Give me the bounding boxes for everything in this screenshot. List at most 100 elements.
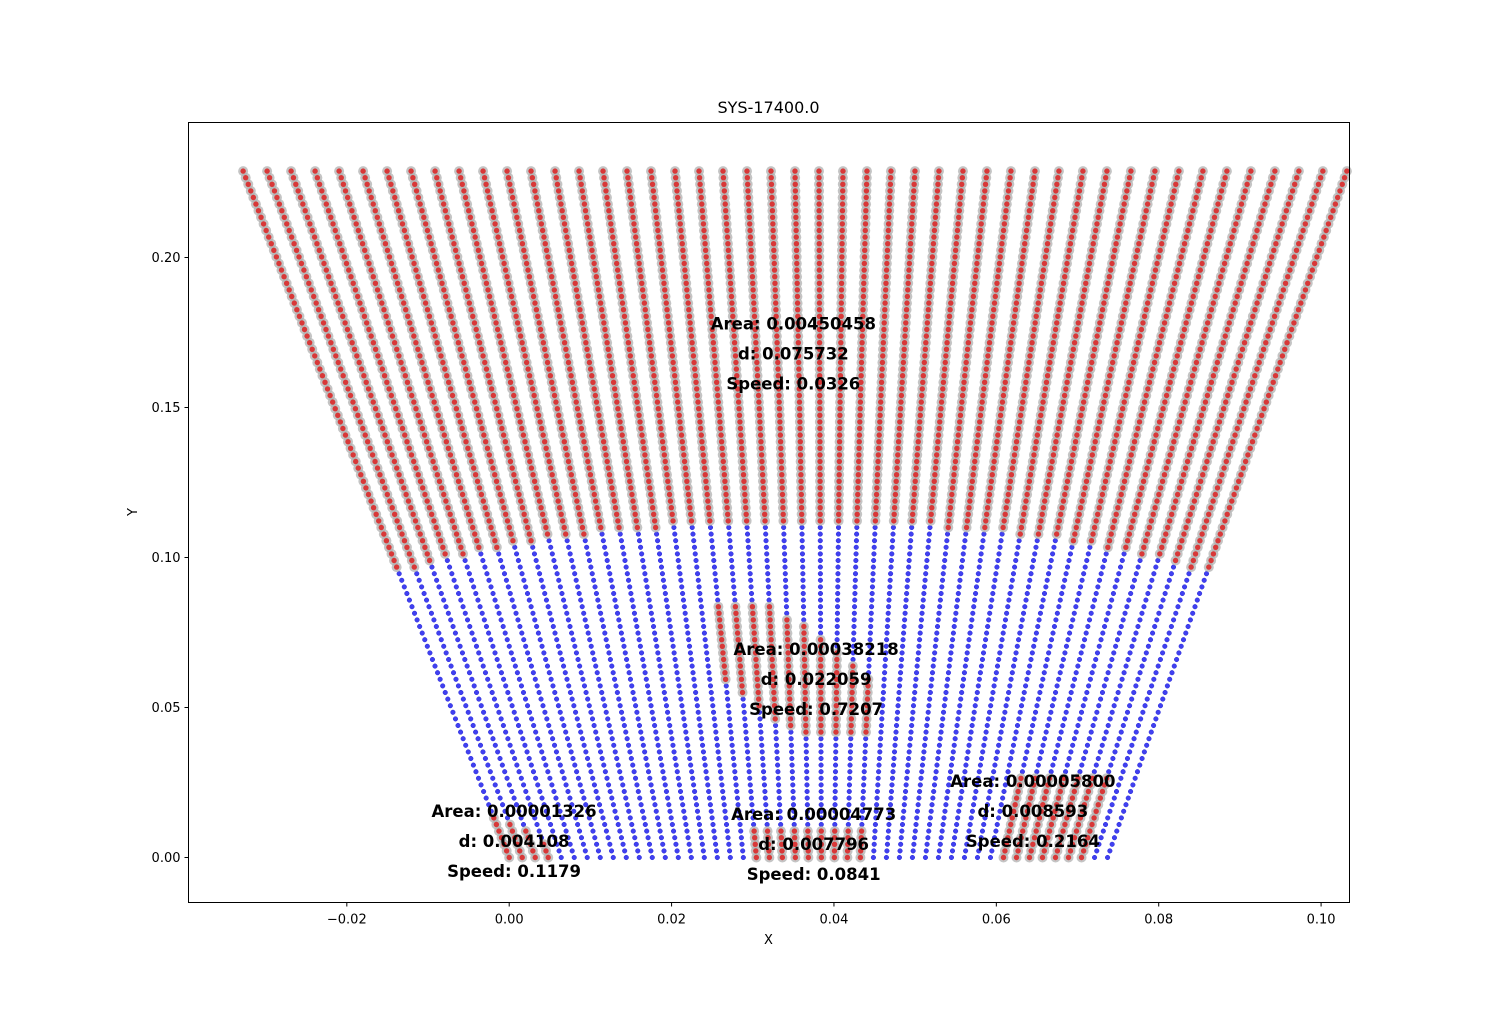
blue-particle-point — [591, 656, 597, 663]
blue-particle-point — [999, 531, 1005, 537]
blue-particle-point — [535, 782, 541, 788]
blue-particle-point — [1070, 742, 1076, 748]
blue-particle-point — [902, 617, 908, 623]
blue-particle-point — [730, 571, 736, 577]
blue-particle-point — [1100, 564, 1106, 570]
blue-particle-point — [1022, 755, 1028, 762]
blue-particle-point — [627, 676, 633, 682]
red-particle-point — [306, 340, 313, 346]
blue-particle-point — [646, 597, 652, 603]
blue-particle-point — [499, 762, 505, 768]
blue-particle-point — [575, 656, 581, 663]
blue-particle-point — [748, 584, 754, 590]
blue-particle-point — [791, 815, 797, 821]
blue-particle-point — [1137, 670, 1143, 676]
blue-particle-point — [929, 676, 935, 682]
blue-particle-point — [761, 769, 767, 775]
blue-particle-point — [699, 841, 705, 847]
blue-particle-point — [545, 815, 551, 821]
blue-particle-point — [991, 584, 997, 590]
blue-particle-point — [1096, 643, 1102, 649]
blue-particle-point — [1116, 630, 1122, 636]
blue-particle-point — [981, 643, 988, 649]
blue-particle-point — [404, 590, 410, 597]
blue-particle-point — [732, 597, 738, 603]
blue-particle-point — [624, 571, 630, 577]
blue-particle-point — [679, 795, 685, 801]
blue-particle-point — [987, 610, 993, 616]
blue-particle-point — [1131, 577, 1137, 583]
blue-particle-point — [1000, 630, 1006, 636]
blue-particle-point — [664, 604, 670, 610]
red-particle-point — [332, 406, 338, 412]
blue-particle-point — [424, 597, 430, 603]
blue-particle-point — [643, 755, 649, 762]
blue-particle-point — [983, 637, 989, 643]
blue-particle-point — [685, 835, 691, 841]
blue-particle-point — [723, 683, 729, 689]
blue-particle-point — [555, 755, 561, 762]
blue-particle-point — [498, 670, 504, 676]
blue-particle-point — [765, 584, 771, 590]
blue-particle-point — [905, 762, 911, 768]
blue-particle-point — [1076, 656, 1083, 663]
blue-particle-point — [1012, 736, 1018, 742]
blue-particle-point — [888, 557, 894, 564]
blue-particle-point — [691, 676, 697, 682]
blue-particle-point — [657, 755, 664, 762]
blue-particle-point — [573, 577, 579, 583]
blue-particle-point — [923, 571, 929, 577]
blue-particle-point — [774, 749, 780, 755]
blue-particle-point — [567, 841, 573, 847]
blue-particle-point — [456, 590, 462, 597]
red-particle-point — [299, 320, 305, 326]
blue-particle-point — [502, 630, 508, 636]
blue-particle-point — [818, 808, 824, 814]
red-particle-point — [329, 399, 336, 405]
blue-particle-point — [659, 676, 665, 682]
blue-particle-point — [1034, 703, 1040, 709]
blue-particle-point — [1039, 604, 1045, 610]
blue-particle-point — [671, 749, 677, 755]
blue-particle-point — [881, 676, 887, 682]
red-particle-point — [378, 524, 384, 531]
blue-particle-point — [501, 676, 507, 682]
blue-particle-point — [896, 696, 902, 702]
blue-particle-point — [594, 736, 600, 742]
blue-particle-point — [1004, 775, 1010, 781]
blue-particle-point — [782, 551, 788, 557]
blue-particle-point — [1017, 709, 1023, 715]
blue-particle-point — [532, 676, 538, 682]
blue-particle-point — [935, 617, 941, 623]
blue-particle-point — [882, 670, 888, 676]
blue-particle-point — [901, 802, 907, 808]
blue-particle-point — [690, 670, 696, 676]
blue-particle-point — [915, 650, 921, 656]
blue-particle-point — [935, 755, 941, 762]
blue-particle-point — [696, 584, 702, 590]
red-particle-point — [388, 551, 395, 557]
blue-particle-point — [979, 828, 986, 834]
blue-particle-point — [958, 571, 964, 577]
blue-particle-point — [871, 848, 877, 854]
blue-particle-point — [989, 848, 995, 854]
blue-particle-point — [588, 821, 594, 828]
blue-particle-point — [653, 808, 659, 814]
blue-particle-point — [475, 597, 481, 603]
blue-particle-point — [902, 788, 909, 795]
blue-particle-point — [550, 828, 556, 834]
blue-particle-point — [953, 610, 959, 616]
blue-particle-point — [535, 564, 541, 570]
blue-particle-point — [1096, 841, 1102, 847]
blue-particle-point — [782, 577, 789, 583]
blue-particle-point — [612, 749, 618, 755]
blue-particle-point — [602, 703, 608, 709]
blue-particle-point — [480, 557, 486, 564]
blue-particle-point — [591, 577, 597, 583]
blue-particle-point — [492, 742, 498, 748]
blue-particle-point — [620, 637, 626, 643]
blue-particle-point — [492, 650, 498, 656]
blue-particle-point — [927, 815, 933, 821]
blue-particle-point — [702, 762, 708, 768]
blue-particle-point — [1115, 689, 1121, 696]
